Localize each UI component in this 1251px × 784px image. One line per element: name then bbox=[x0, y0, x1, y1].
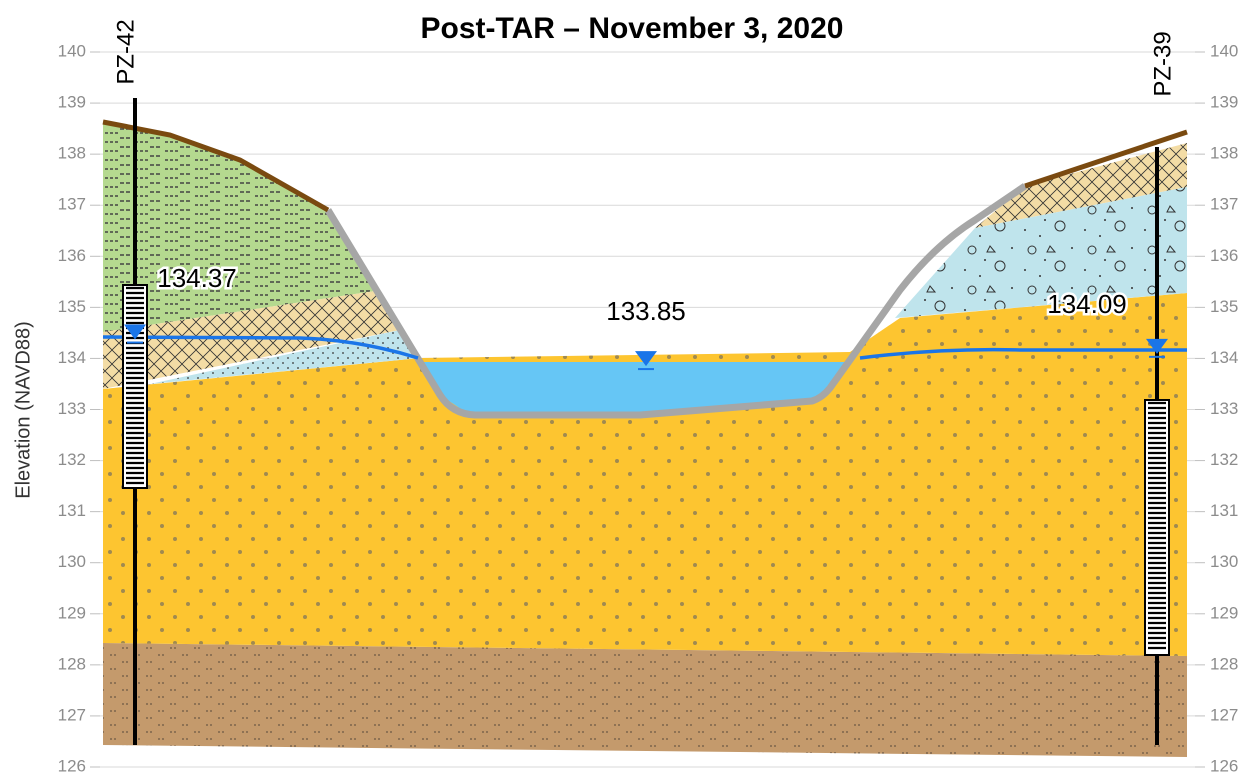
y2-tick-label: 137 bbox=[1210, 195, 1238, 214]
y-tick-label: 137 bbox=[58, 195, 86, 214]
well-label: PZ-39 bbox=[1149, 31, 1176, 96]
y-tick-label: 138 bbox=[58, 144, 86, 163]
y-tick-label: 129 bbox=[58, 603, 86, 622]
y-tick-label: 126 bbox=[58, 756, 86, 775]
y-tick-label: 130 bbox=[58, 552, 86, 571]
y2-tick-label: 129 bbox=[1210, 603, 1238, 622]
y2-tick-label: 138 bbox=[1210, 144, 1238, 163]
y2-tick-label: 127 bbox=[1210, 705, 1238, 724]
water-level-label: 134.09 bbox=[1047, 289, 1127, 319]
y2-tick-label: 132 bbox=[1210, 450, 1238, 469]
y-tick-label: 134 bbox=[58, 348, 86, 367]
y-tick-label: 133 bbox=[58, 399, 86, 418]
y2-tick-label: 140 bbox=[1210, 41, 1238, 60]
water-level-label: 134.37 bbox=[157, 263, 237, 293]
y2-tick-label: 134 bbox=[1210, 348, 1238, 367]
y-tick-label: 132 bbox=[58, 450, 86, 469]
y-axis-label: Elevation (NAVD88) bbox=[12, 321, 34, 498]
y2-tick-label: 130 bbox=[1210, 552, 1238, 571]
y-tick-label: 128 bbox=[58, 654, 86, 673]
chart-title: Post-TAR – November 3, 2020 bbox=[421, 12, 844, 45]
y-tick-label: 140 bbox=[58, 41, 86, 60]
y2-tick-label: 131 bbox=[1210, 501, 1238, 520]
y2-tick-label: 135 bbox=[1210, 297, 1238, 316]
y2-tick-label: 139 bbox=[1210, 93, 1238, 112]
y-tick-label: 139 bbox=[58, 93, 86, 112]
water-level-label: 133.85 bbox=[606, 296, 686, 326]
y2-tick-label: 128 bbox=[1210, 654, 1238, 673]
y-tick-label: 135 bbox=[58, 297, 86, 316]
y2-tick-label: 136 bbox=[1210, 246, 1238, 265]
strata bbox=[103, 98, 1187, 757]
cross-section-chart: Post-TAR – November 3, 2020 Elevation (N… bbox=[0, 0, 1251, 784]
y-tick-label: 127 bbox=[58, 705, 86, 724]
y2-tick-label: 133 bbox=[1210, 399, 1238, 418]
well-label: PZ-42 bbox=[112, 19, 139, 84]
clay-pattern bbox=[103, 643, 1187, 757]
y2-tick-label: 126 bbox=[1210, 756, 1238, 775]
y-tick-label: 136 bbox=[58, 246, 86, 265]
y-tick-label: 131 bbox=[58, 501, 86, 520]
